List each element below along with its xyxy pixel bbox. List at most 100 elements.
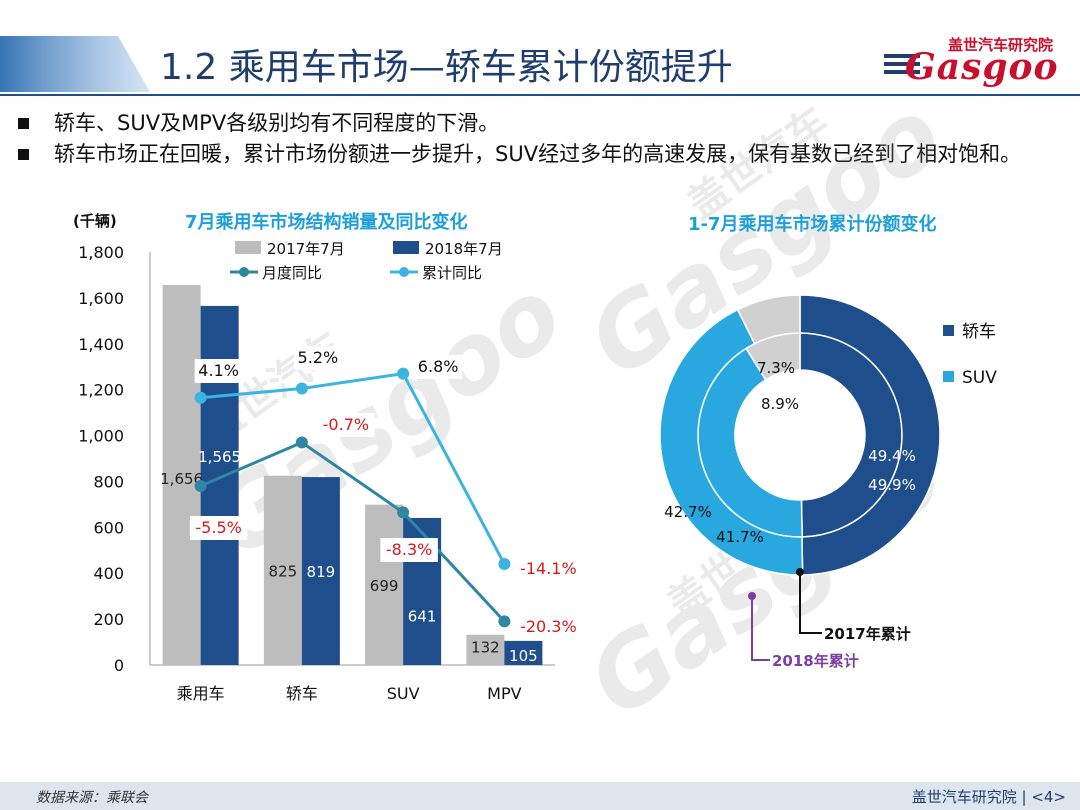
bar-2017	[162, 285, 201, 665]
bar-2018	[301, 477, 340, 665]
y-tick-label: 0	[114, 656, 124, 675]
bar-2018-data-label: 641	[408, 607, 437, 625]
data-source: 数据来源：乘联会	[36, 790, 148, 806]
callout-2018-line	[751, 596, 770, 661]
donut-data-label: 42.7%	[664, 503, 712, 521]
y-axis-unit: (千辆)	[73, 212, 117, 230]
donut-chart: 49.9% 41.7% 8.9% 49.4% 42.7% 7.3% 轿车 SUV 2017年累计…	[659, 294, 997, 670]
legend-swatch-2017	[235, 241, 261, 254]
bar-2017	[263, 475, 302, 665]
cumulative-yoy-data-label: 5.2%	[298, 348, 339, 367]
cumulative-yoy-data-label-bg	[293, 346, 342, 370]
bar-2018	[504, 640, 543, 665]
bar-chart: (千辆) 0 200 400 600 800 1,000 1,200 1,400 1,600 1,8…	[73, 212, 580, 703]
cumulative-yoy-point	[498, 558, 511, 571]
callout-2018-label: 2018年累计	[772, 652, 859, 670]
monthly-yoy-data-label: -5.5%	[195, 518, 241, 537]
footer-org-name: 盖世汽车研究院	[911, 788, 1017, 806]
donut-2018-slice	[736, 294, 801, 345]
monthly-yoy-data-label-bg	[317, 413, 375, 437]
monthly-yoy-line	[200, 440, 506, 623]
legend-swatch-cumulative-point	[399, 267, 409, 277]
logo	[880, 30, 1070, 92]
x-tick-label: 轿车	[286, 684, 318, 703]
legend-label-2017: 2017年7月	[267, 240, 345, 258]
legend-label-monthly: 月度同比	[262, 264, 322, 282]
legend-swatch-suv	[943, 371, 954, 382]
donut-data-label: 7.3%	[757, 359, 795, 377]
cumulative-yoy-point	[397, 367, 410, 380]
callout-2017-line	[799, 572, 822, 634]
y-tick-label: 200	[93, 610, 124, 629]
bar-2017-data-label: 699	[370, 577, 399, 595]
footer-separator: |	[1016, 788, 1032, 806]
donut-2018-slice	[659, 308, 804, 576]
bullet-item: 轿车、SUV及MPV各级别均有不同程度的下滑。	[14, 108, 1074, 139]
y-tick-label: 1,000	[78, 427, 124, 446]
monthly-yoy-point	[498, 615, 511, 628]
cumulative-yoy-data-label-bg	[414, 355, 463, 379]
cumulative-yoy-point	[295, 382, 308, 395]
legend-label-cumulative: 累计同比	[422, 264, 482, 282]
bullet-text: 轿车市场正在回暖，累计市场份额进一步提升，SUV经过多年的高速发展，保有基数已经…	[54, 142, 1022, 166]
cumulative-yoy-data-label: 6.8%	[418, 357, 459, 376]
monthly-yoy-point	[194, 480, 207, 493]
bar-2017	[365, 504, 404, 665]
monthly-yoy-data-label-bg	[514, 615, 580, 639]
bar-2018-data-label: 105	[509, 647, 538, 665]
y-tick-label: 1,200	[78, 381, 124, 400]
legend-label-suv: SUV	[962, 368, 997, 388]
cumulative-yoy-data-label: 4.1%	[198, 361, 239, 380]
monthly-yoy-data-label: -20.3%	[520, 617, 577, 636]
bar-chart-title: 7月乘用车市场结构销量及同比变化	[185, 212, 468, 233]
page-title: 1.2 乘用车市场—轿车累计份额提升	[160, 47, 733, 88]
legend-swatch-2018	[393, 241, 419, 254]
cumulative-yoy-line	[200, 371, 506, 565]
logo-en: Gasgoo	[905, 46, 1059, 88]
callout-2017-label: 2017年累计	[824, 625, 911, 643]
footer-org: 盖世汽车研究院 | <4>	[912, 786, 1066, 807]
logo-cn: 盖世汽车研究院	[948, 36, 1054, 54]
bullet-square-icon	[18, 149, 29, 160]
donut-data-label: 49.4%	[868, 447, 916, 465]
monthly-yoy-point	[397, 506, 410, 519]
x-tick-label: MPV	[487, 684, 521, 703]
footer-bar	[0, 782, 1080, 810]
donut-2018-slice	[799, 294, 941, 576]
bar-2017-data-label: 132	[471, 639, 500, 657]
y-tick-label: 1,600	[78, 289, 124, 308]
monthly-yoy-point	[295, 436, 308, 449]
logo-stripes	[884, 54, 920, 74]
cumulative-yoy-data-label-bg	[194, 359, 243, 383]
cumulative-yoy-data-label-bg	[514, 557, 580, 581]
donut-data-label: 8.9%	[761, 395, 799, 413]
bar-2017-data-label: 825	[269, 562, 298, 580]
bullet-item: 轿车市场正在回暖，累计市场份额进一步提升，SUV经过多年的高速发展，保有基数已经…	[14, 139, 1074, 170]
bar-2018-data-label: 1,565	[198, 448, 241, 466]
bullet-square-icon	[18, 118, 29, 129]
y-tick-label: 400	[93, 564, 124, 583]
legend-swatch-sedan	[943, 325, 954, 336]
monthly-yoy-data-label: -8.3%	[386, 540, 432, 559]
bar-2018-data-label: 819	[307, 563, 336, 581]
bullet-list: 轿车、SUV及MPV各级别均有不同程度的下滑。 轿车市场正在回暖，累计市场份额进…	[14, 108, 1074, 170]
monthly-yoy-data-label-bg	[189, 516, 248, 540]
monthly-yoy-data-label: -0.7%	[323, 415, 369, 434]
x-tick-label: 乘用车	[177, 684, 225, 703]
donut-data-label: 49.9%	[868, 476, 916, 494]
y-tick-label: 1,400	[78, 335, 124, 354]
y-tick-label: 600	[93, 518, 124, 537]
cumulative-yoy-point	[194, 391, 207, 404]
y-tick-label: 1,800	[78, 243, 124, 262]
bar-2017-data-label: 1,656	[160, 470, 203, 488]
monthly-yoy-data-label-bg	[380, 538, 438, 562]
donut-chart-title: 1-7月乘用车市场累计份额变化	[688, 214, 937, 235]
bullet-text: 轿车、SUV及MPV各级别均有不同程度的下滑。	[54, 111, 500, 135]
bar-2017	[466, 634, 505, 665]
legend-swatch-monthly-point	[239, 267, 249, 277]
header-band	[0, 28, 1080, 96]
header-decoration	[0, 36, 1080, 96]
legend-label-sedan: 轿车	[962, 322, 996, 342]
cumulative-yoy-data-label: -14.1%	[520, 559, 577, 578]
legend-label-2018: 2018年7月	[425, 240, 503, 258]
